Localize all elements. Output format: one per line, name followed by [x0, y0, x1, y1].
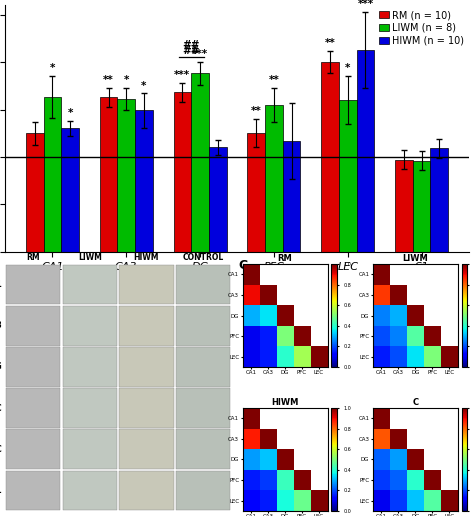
Text: LEC: LEC — [0, 445, 2, 454]
Bar — [395, 160, 413, 252]
Bar — [283, 141, 301, 252]
FancyBboxPatch shape — [63, 306, 117, 346]
Text: *: * — [141, 80, 146, 90]
Bar — [321, 62, 339, 252]
Bar — [191, 73, 209, 252]
Text: RM: RM — [26, 253, 40, 262]
Bar — [135, 110, 153, 252]
Text: ##: ## — [182, 46, 200, 56]
Title: HIWM: HIWM — [272, 398, 299, 407]
Bar — [61, 128, 79, 252]
Text: ***: *** — [174, 70, 191, 80]
Bar — [265, 105, 283, 252]
FancyBboxPatch shape — [176, 389, 230, 428]
FancyBboxPatch shape — [119, 265, 173, 304]
FancyBboxPatch shape — [63, 471, 117, 510]
FancyBboxPatch shape — [119, 389, 173, 428]
Title: RM: RM — [278, 254, 292, 263]
Bar — [26, 133, 44, 252]
Text: ***: *** — [192, 49, 208, 59]
FancyBboxPatch shape — [6, 471, 60, 510]
FancyBboxPatch shape — [6, 265, 60, 304]
Text: LIWM: LIWM — [78, 253, 101, 262]
FancyBboxPatch shape — [6, 347, 60, 386]
FancyBboxPatch shape — [176, 306, 230, 346]
Bar — [413, 161, 430, 252]
Legend: RM (n = 10), LIWM (n = 8), HIWM (n = 10): RM (n = 10), LIWM (n = 8), HIWM (n = 10) — [379, 10, 465, 46]
Bar — [209, 148, 227, 252]
Bar — [173, 92, 191, 252]
FancyBboxPatch shape — [119, 429, 173, 469]
Text: **: ** — [251, 106, 262, 116]
FancyBboxPatch shape — [176, 347, 230, 386]
Text: ***: *** — [357, 0, 374, 9]
Text: *: * — [67, 108, 73, 118]
Text: **: ** — [325, 38, 336, 48]
FancyBboxPatch shape — [176, 429, 230, 469]
FancyBboxPatch shape — [119, 306, 173, 346]
Text: **: ** — [103, 75, 114, 85]
FancyBboxPatch shape — [63, 347, 117, 386]
FancyBboxPatch shape — [6, 306, 60, 346]
Text: *: * — [124, 75, 129, 85]
FancyBboxPatch shape — [6, 389, 60, 428]
FancyBboxPatch shape — [63, 265, 117, 304]
Text: CA3: CA3 — [0, 321, 2, 330]
FancyBboxPatch shape — [6, 429, 60, 469]
Text: *: * — [345, 63, 350, 73]
Title: C: C — [412, 398, 419, 407]
Text: **: ** — [269, 75, 279, 85]
FancyBboxPatch shape — [119, 347, 173, 386]
Bar — [339, 100, 356, 252]
Bar — [247, 133, 265, 252]
Text: CA1: CA1 — [0, 280, 2, 289]
Text: DG: DG — [0, 362, 2, 372]
Bar — [356, 50, 374, 252]
Bar — [100, 97, 118, 252]
FancyBboxPatch shape — [119, 471, 173, 510]
FancyBboxPatch shape — [63, 429, 117, 469]
FancyBboxPatch shape — [63, 389, 117, 428]
Text: ##: ## — [182, 40, 200, 50]
FancyBboxPatch shape — [176, 265, 230, 304]
Text: HIWM: HIWM — [134, 253, 159, 262]
Text: PFC: PFC — [0, 404, 2, 413]
FancyBboxPatch shape — [176, 471, 230, 510]
Title: LIWM: LIWM — [402, 254, 428, 263]
Text: C: C — [238, 259, 247, 272]
Bar — [118, 99, 135, 252]
Text: S1: S1 — [0, 486, 2, 495]
Text: CONTROL: CONTROL — [182, 253, 224, 262]
Text: *: * — [50, 63, 55, 73]
Bar — [430, 149, 448, 252]
Bar — [44, 97, 61, 252]
